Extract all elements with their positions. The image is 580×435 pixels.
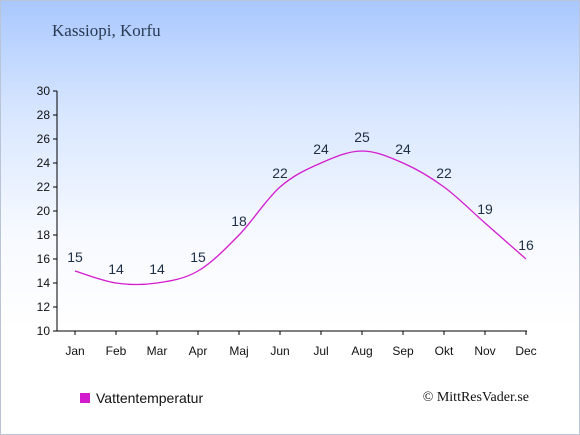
data-label: 19	[477, 201, 493, 217]
legend-label: Vattentemperatur	[96, 390, 204, 406]
y-tick-label: 14	[37, 276, 51, 290]
legend: Vattentemperatur	[80, 390, 203, 406]
y-tick-label: 30	[37, 84, 51, 98]
y-tick-label: 20	[37, 204, 51, 218]
x-tick-label: Aug	[351, 344, 372, 358]
series-line-vattentemperatur	[74, 150, 527, 286]
data-label: 16	[518, 237, 534, 253]
legend-swatch	[80, 393, 90, 403]
x-ticks: Jan Feb Mar Apr Maj Jun Jul Aug Sep Okt Nov Dec	[65, 331, 537, 358]
y-tick-label: 28	[37, 108, 51, 122]
x-tick-label: Mar	[147, 344, 168, 358]
data-label: 24	[313, 141, 329, 157]
x-tick-label: Dec	[515, 344, 536, 358]
y-tick-label: 12	[37, 300, 51, 314]
data-label: 14	[108, 261, 124, 277]
data-label: 22	[436, 165, 452, 181]
data-label: 24	[395, 141, 411, 157]
y-tick-label: 22	[37, 180, 51, 194]
data-labels: 15 14 14 15 18 22 24 25 24 22 19 16	[67, 129, 534, 277]
x-tick-label: Apr	[189, 344, 208, 358]
data-label: 15	[67, 249, 83, 265]
data-label: 14	[149, 261, 165, 277]
copyright-text: © MittResVader.se	[422, 390, 529, 405]
x-tick-label: Jun	[270, 344, 289, 358]
y-tick-label: 24	[37, 156, 51, 170]
x-tick-label: Jul	[313, 344, 328, 358]
x-tick-label: Okt	[435, 344, 454, 358]
y-tick-label: 10	[37, 324, 51, 338]
y-tick-label: 18	[37, 228, 51, 242]
data-label: 22	[272, 165, 288, 181]
y-tick-label: 16	[37, 252, 51, 266]
y-tick-label: 26	[37, 132, 51, 146]
x-tick-label: Jan	[65, 344, 84, 358]
data-label: 15	[190, 249, 206, 265]
x-tick-label: Sep	[392, 344, 414, 358]
data-label: 25	[354, 129, 370, 145]
x-tick-label: Nov	[474, 344, 495, 358]
location-title: Kassiopi, Korfu	[52, 21, 161, 40]
data-label: 18	[231, 213, 247, 229]
y-ticks: 10 12 14 16 18 20 22 24 26 28 30	[37, 84, 57, 338]
x-tick-label: Maj	[229, 344, 248, 358]
x-tick-label: Feb	[106, 344, 127, 358]
